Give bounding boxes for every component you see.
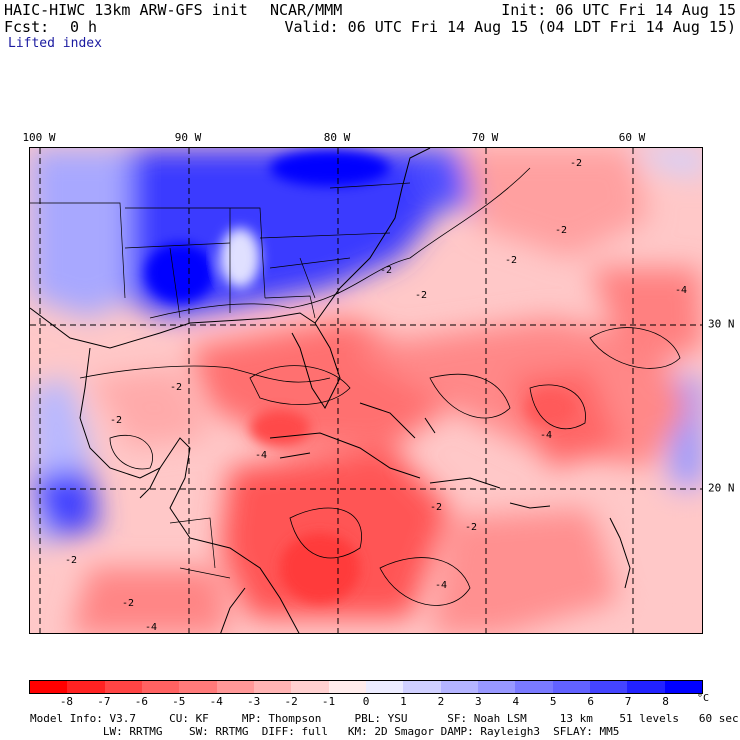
- color-scale-swatch: [477, 681, 516, 693]
- contour-label: -4: [255, 450, 267, 461]
- color-scale-tick-label: -2: [284, 695, 298, 708]
- color-scale-swatch: [30, 681, 68, 693]
- forecast-hour: 0 h: [70, 18, 98, 36]
- coastline: [30, 148, 631, 633]
- forecast-label: Fcst:: [4, 18, 50, 36]
- contour-label: -4: [540, 430, 552, 441]
- organization: NCAR/MMM: [270, 1, 343, 19]
- color-scale-bar: [29, 680, 703, 694]
- color-scale-swatch: [328, 681, 366, 693]
- color-scale-tick-label: -7: [97, 695, 111, 708]
- contour-label: -2: [110, 415, 122, 426]
- color-scale-tick-label: -8: [59, 695, 74, 708]
- color-scale-tick-label: 3: [475, 695, 482, 708]
- contour-label: -2: [555, 225, 567, 236]
- field-shading: [30, 148, 702, 633]
- contours: [79, 167, 681, 606]
- color-scale-unit: °C: [697, 693, 710, 704]
- lon-label-80w: 80 W: [323, 131, 351, 144]
- color-scale-swatch: [440, 681, 478, 693]
- color-scale-swatch: [67, 681, 105, 693]
- contour-label: -2: [465, 522, 477, 533]
- color-scale-swatch: [552, 681, 590, 693]
- contour-label: -4: [675, 285, 687, 296]
- contour-label: -4: [435, 580, 447, 591]
- color-scale-swatch: [216, 681, 254, 693]
- color-scale-tick-label: 4: [512, 695, 520, 708]
- contour-label: -2: [380, 265, 392, 276]
- contour-label: -2: [65, 555, 77, 566]
- color-scale-tick-label: 1: [400, 695, 407, 708]
- color-scale-swatch: [664, 681, 702, 693]
- lat-label-30n: 30 N: [708, 317, 735, 331]
- lifted-index-map: -2 -2 -2 -2 -2 -4 -2 -2 -4 -4 -2 -2 -4 -…: [29, 147, 703, 634]
- contour-label: -2: [430, 502, 442, 513]
- color-scale-tick-label: -3: [247, 695, 261, 708]
- lat-label-20n: 20 N: [708, 481, 735, 495]
- color-scale-swatch: [141, 681, 180, 693]
- lon-label-90w: 90 W: [174, 131, 202, 144]
- color-scale-tick-label: 7: [624, 695, 632, 708]
- valid-time: Valid: 06 UTC Fri 14 Aug 15 (04 LDT Fri …: [284, 18, 736, 36]
- lat-lon-grid: [30, 148, 702, 633]
- color-scale-tick-label: 6: [587, 695, 594, 708]
- color-scale-swatch: [253, 681, 292, 693]
- color-scale-tick-label: -4: [209, 695, 223, 708]
- color-scale-tick-label: 0: [362, 695, 370, 708]
- contour-labels: -2 -2 -2 -2 -2 -4 -2 -2 -4 -4 -2 -2 -4 -…: [65, 158, 687, 633]
- lon-label-100w: 100 W: [22, 131, 56, 144]
- color-scale-swatch: [627, 681, 665, 693]
- contour-label: -2: [170, 382, 182, 393]
- color-scale-swatch: [589, 681, 628, 693]
- contour-label: -2: [570, 158, 582, 169]
- color-scale-swatch: [104, 681, 142, 693]
- model-info-line-2: LW: RRTMG SW: RRTMG DIFF: full KM: 2D Sm…: [30, 725, 620, 738]
- model-title: HAIC-HIWC 13km ARW-GFS init: [4, 1, 248, 19]
- color-scale-tick-label: -1: [321, 695, 336, 708]
- color-scale-swatch: [365, 681, 404, 693]
- color-scale-tick-label: 8: [662, 695, 669, 708]
- init-time: Init: 06 UTC Fri 14 Aug 15: [501, 1, 736, 19]
- lon-label-60w: 60 W: [618, 131, 646, 144]
- political-boundaries: [30, 182, 411, 579]
- model-info-line-1: Model Info: V3.7 CU: KF MP: Thompson PBL…: [30, 712, 739, 725]
- field-name: Lifted index: [8, 36, 102, 51]
- lon-label-70w: 70 W: [471, 131, 499, 144]
- color-scale-swatch: [403, 681, 441, 693]
- map-canvas: -2 -2 -2 -2 -2 -4 -2 -2 -4 -4 -2 -2 -4 -…: [30, 148, 702, 633]
- contour-label: -2: [415, 290, 427, 301]
- color-scale-tick-label: 2: [437, 695, 445, 708]
- contour-label: -2: [122, 598, 134, 609]
- color-scale-tick-label: 5: [549, 695, 557, 708]
- contour-label: -4: [145, 622, 157, 633]
- color-scale-swatch: [291, 681, 329, 693]
- color-scale-swatch: [179, 681, 217, 693]
- contour-label: -2: [505, 255, 517, 266]
- color-scale-tick-label: -5: [172, 695, 186, 708]
- color-scale-tick-label: -6: [134, 695, 148, 708]
- color-scale-swatch: [515, 681, 553, 693]
